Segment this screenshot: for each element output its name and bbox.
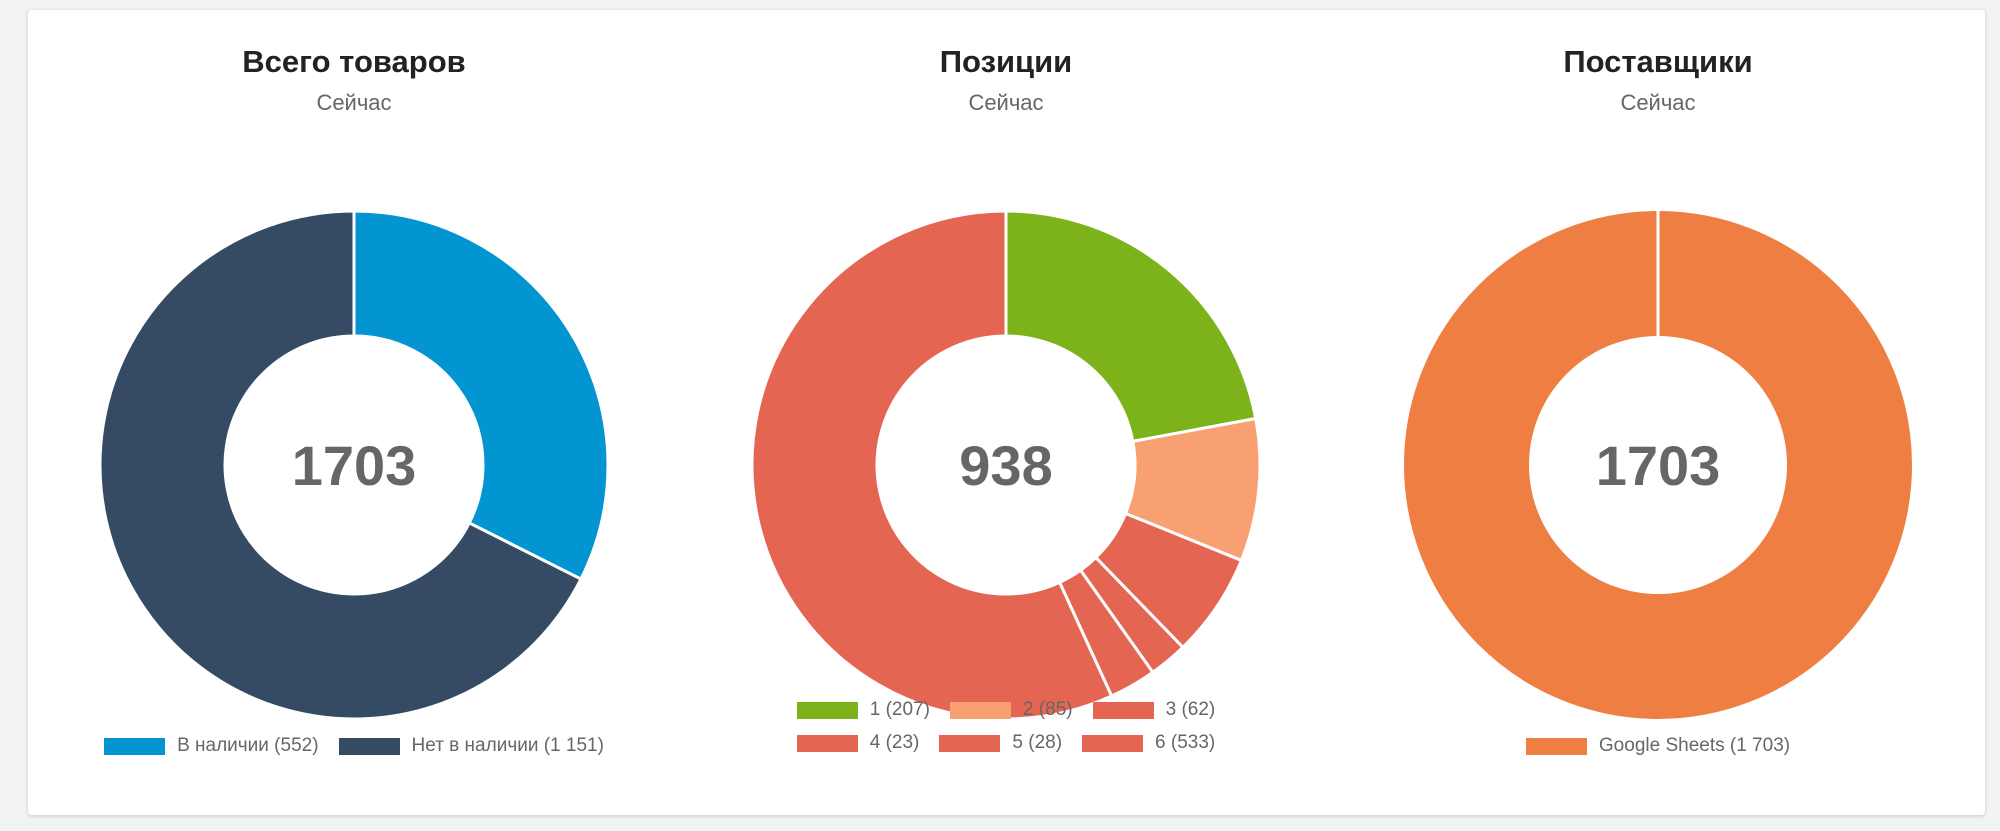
legend-label: 4 (23) (869, 732, 920, 753)
positions-panel: Позиции Сейчас 938 1 (207) 2 (85) 3 (62) 4 … (680, 10, 1332, 815)
legend-item[interactable]: 1 (207) (796, 699, 930, 721)
legend-item[interactable]: 5 (28) (939, 732, 1062, 754)
donut-chart: 1703 (98, 209, 610, 721)
legend-item[interactable]: Google Sheets (1 703) (1525, 735, 1791, 757)
chart-subtitle: Сейчас (1620, 90, 1696, 115)
chart-title: Всего товаров (242, 44, 466, 79)
legend-item[interactable]: Нет в наличии (1 151) (338, 735, 604, 757)
legend-row: 4 (23) 5 (28) 6 (533) (796, 732, 1215, 754)
total-goods-panel: Всего товаров Сейчас 1703 В наличии (552… (28, 10, 680, 815)
chart-legend: В наличии (552) Нет в наличии (1 151) (28, 735, 680, 757)
center-total-value: 1703 (1596, 434, 1721, 497)
legend-swatch (939, 734, 1001, 752)
donut-chart: 938 (750, 209, 1262, 721)
legend-row: 1 (207) 2 (85) 3 (62) (796, 699, 1216, 721)
legend-swatch (1092, 701, 1154, 719)
legend-item[interactable]: 6 (533) (1082, 732, 1215, 754)
chart-subtitle: Сейчас (968, 90, 1044, 115)
legend-label: Нет в наличии (1 151) (411, 735, 604, 756)
dashboard-card: Всего товаров Сейчас 1703 В наличии (552… (28, 10, 1985, 815)
donut-slice[interactable] (1004, 209, 1258, 443)
legend-label: В наличии (552) (177, 735, 319, 756)
chart-legend: Google Sheets (1 703) (1332, 735, 1984, 757)
donut-chart: 1703 (1404, 211, 1912, 719)
legend-item[interactable]: 3 (62) (1092, 699, 1216, 721)
center-total-value: 938 (959, 434, 1052, 497)
legend-swatch (1525, 737, 1587, 755)
donut-slice[interactable] (98, 209, 583, 721)
legend-label: Google Sheets (1 703) (1598, 735, 1791, 756)
legend-item[interactable]: В наличии (552) (104, 735, 319, 757)
legend-label: 3 (62) (1165, 699, 1216, 720)
legend-swatch (104, 737, 166, 755)
legend-swatch (796, 734, 858, 752)
chart-title: Позиции (939, 44, 1073, 79)
legend-item[interactable]: 2 (85) (949, 699, 1073, 721)
chart-subtitle: Сейчас (316, 90, 392, 115)
legend-row: Google Sheets (1 703) (1525, 735, 1791, 757)
chart-legend: 1 (207) 2 (85) 3 (62) 4 (23) 5 (28) 6 (533) (680, 699, 1332, 754)
legend-label: 6 (533) (1155, 732, 1216, 753)
legend-swatch (796, 701, 858, 719)
donut-slice[interactable] (352, 209, 610, 581)
donut-slice[interactable] (750, 209, 1114, 721)
legend-label: 2 (85) (1022, 699, 1073, 720)
legend-label: 5 (28) (1012, 732, 1063, 753)
legend-swatch (1082, 734, 1144, 752)
legend-row: В наличии (552) Нет в наличии (1 151) (104, 735, 604, 757)
legend-swatch (338, 737, 400, 755)
chart-title: Поставщики (1563, 44, 1753, 79)
suppliers-panel: Поставщики Сейчас 1703 Google Sheets (1 … (1332, 10, 1984, 815)
legend-item[interactable]: 4 (23) (796, 732, 920, 754)
legend-label: 1 (207) (869, 699, 930, 720)
legend-swatch (949, 701, 1011, 719)
center-total-value: 1703 (292, 434, 417, 497)
